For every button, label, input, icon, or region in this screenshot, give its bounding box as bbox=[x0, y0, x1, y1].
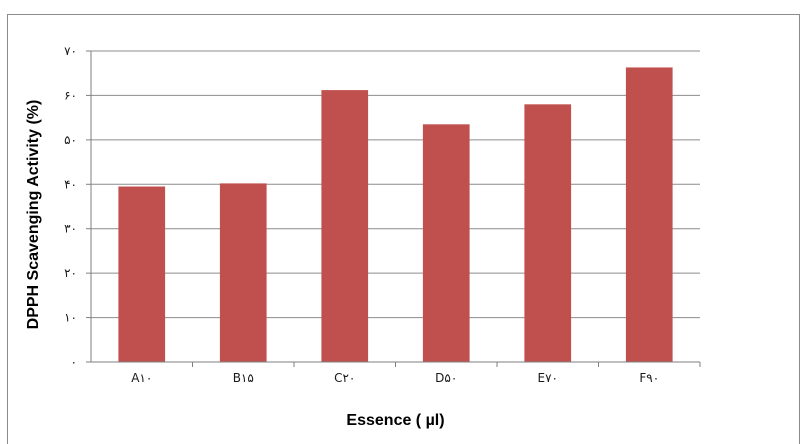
y-tick-label: ١٠ bbox=[64, 311, 77, 325]
axes bbox=[86, 50, 701, 367]
y-tick-label: ۵٠ bbox=[64, 133, 77, 147]
bar bbox=[625, 67, 673, 362]
y-axis-title: DPPH Scavenging Activity (%) bbox=[25, 100, 42, 330]
y-tick-labels: ٠ ١٠ ٢٠ ٣٠ ۴٠ ۵٠ ۶٠ ٧٠ bbox=[64, 44, 77, 369]
x-tick-label: D۵٠ bbox=[435, 371, 457, 385]
x-tick-labels: A١٠ B١۵ C٢٠ D۵٠ E٧٠ F٩٠ bbox=[131, 371, 659, 385]
bar bbox=[118, 186, 166, 362]
y-tick-label: ٠ bbox=[71, 355, 77, 369]
bar bbox=[219, 183, 267, 362]
y-tick-label: ٣٠ bbox=[64, 222, 77, 236]
y-tick-label: ۴٠ bbox=[64, 177, 77, 191]
bar bbox=[321, 90, 369, 363]
y-tick-label: ۶٠ bbox=[64, 88, 77, 102]
y-tick-label: ٢٠ bbox=[64, 266, 77, 280]
bar bbox=[524, 104, 572, 363]
x-axis-title: Essence ( µl) bbox=[346, 412, 444, 429]
x-tick-label: A١٠ bbox=[131, 371, 152, 385]
y-tick-label: ٧٠ bbox=[64, 44, 77, 58]
bar bbox=[422, 124, 470, 362]
bars bbox=[118, 67, 673, 363]
x-tick-label: E٧٠ bbox=[538, 371, 558, 385]
x-tick-label: F٩٠ bbox=[639, 371, 659, 385]
bar-chart: ٠ ١٠ ٢٠ ٣٠ ۴٠ ۵٠ ۶٠ ٧٠ A١٠ B١۵ C٢٠ D۵٠ E٧٠ F٩٠ DPPH … bbox=[25, 44, 701, 429]
gridlines bbox=[91, 50, 700, 319]
x-tick-label: C٢٠ bbox=[334, 371, 355, 385]
x-tick-label: B١۵ bbox=[233, 371, 254, 385]
